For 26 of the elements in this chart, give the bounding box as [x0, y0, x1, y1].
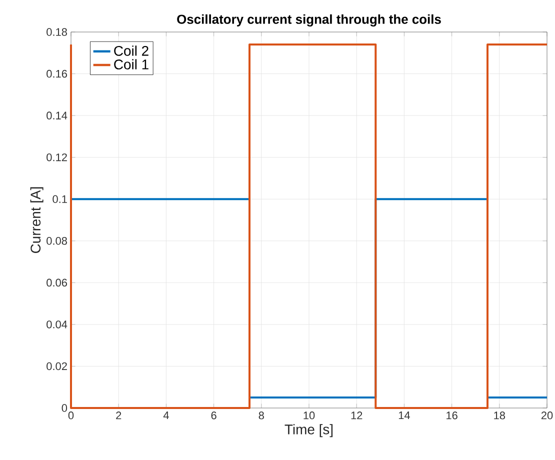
- legend-label: Coil 2: [114, 46, 148, 56]
- y-tick-label: 0.14: [46, 112, 68, 120]
- y-tick-label: 0.12: [46, 153, 67, 162]
- x-tick-label: 6: [211, 412, 216, 420]
- y-tick-label: 0.06: [46, 278, 67, 287]
- y-tick-label: 0.04: [46, 320, 68, 328]
- chart-title: Oscillatory current signal through the coils: [177, 14, 441, 27]
- x-tick-label: 12: [351, 412, 362, 420]
- x-tick-label: 14: [398, 412, 410, 420]
- x-tick-label: 10: [304, 412, 315, 420]
- y-tick-label: 0.08: [46, 237, 67, 245]
- y-tick-label: 0: [62, 404, 68, 412]
- legend-label: Coil 1: [114, 59, 148, 70]
- x-tick-label: 20: [541, 412, 553, 420]
- x-tick-label: 8: [258, 412, 264, 420]
- y-tick-label: 0.16: [46, 70, 67, 78]
- x-axis-title: Time [s]: [284, 424, 333, 438]
- y-axis-title: Current [A]: [30, 187, 44, 254]
- x-tick-label: 18: [494, 412, 506, 420]
- x-tick-label: 2: [116, 412, 122, 420]
- y-tick-label: 0.02: [46, 362, 67, 370]
- y-tick-label: 0.18: [46, 28, 67, 36]
- x-tick-label: 4: [163, 412, 169, 420]
- x-tick-label: 16: [446, 412, 458, 420]
- y-tick-label: 0.1: [52, 195, 67, 203]
- x-tick-label: 0: [68, 412, 74, 420]
